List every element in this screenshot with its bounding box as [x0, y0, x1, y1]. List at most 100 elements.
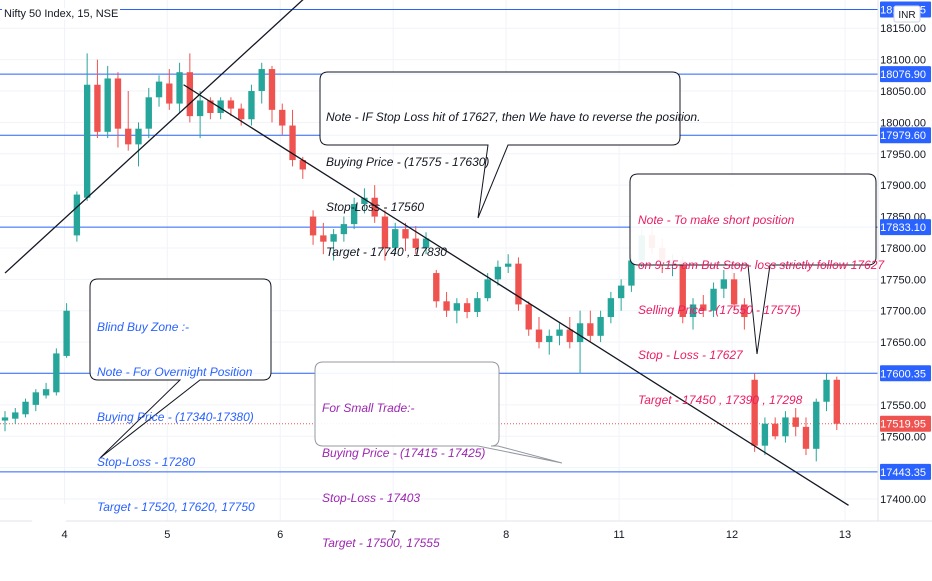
- candle-body: [833, 379, 840, 424]
- candle-body: [525, 304, 532, 330]
- candle-body: [279, 109, 286, 126]
- candle-body: [73, 194, 81, 236]
- candle-body: [422, 238, 430, 248]
- y-tick-label: 18100.00: [880, 55, 926, 67]
- note-line: Note - To make short position: [638, 213, 795, 227]
- level-price-label-bg: [880, 463, 931, 480]
- candle-body: [453, 303, 461, 311]
- note-line: Stop-Loss - 17403: [322, 491, 421, 505]
- candle-body: [515, 263, 522, 305]
- y-tick-label: 17900.00: [880, 180, 926, 192]
- note-reverse-position[interactable]: Note - IF Stop Loss hit of 17627, then W…: [326, 80, 700, 290]
- candle-body: [813, 401, 820, 449]
- candle-body: [238, 108, 245, 120]
- y-tick-label: 17400.00: [880, 494, 926, 506]
- last-price-label: 17519.95: [880, 419, 926, 431]
- candle-body: [299, 160, 306, 170]
- candle-body: [22, 401, 29, 415]
- candle-body: [268, 69, 276, 110]
- y-tick-label: 18150.00: [880, 23, 926, 35]
- callout-box-reverse-position[interactable]: [319, 71, 681, 219]
- candle-body: [730, 279, 738, 305]
- candle-body: [258, 69, 265, 92]
- x-tick-label: 6: [277, 529, 283, 541]
- price-axis-background: [878, 0, 932, 550]
- candle-body: [566, 329, 573, 343]
- candle-body: [576, 323, 584, 343]
- chart-stage[interactable]: 17400.0017450.0017500.0017550.0017600.00…: [0, 0, 932, 550]
- candle-body: [196, 100, 204, 117]
- note-small-trade[interactable]: For Small Trade:- Buying Price - (17415 …: [322, 371, 485, 581]
- time-axis[interactable]: 4 5 6 7 8 11 12 13: [0, 520, 932, 550]
- candle-body: [412, 238, 419, 248]
- candle-body: [689, 304, 697, 317]
- tradingview-logo-icon[interactable]: [28, 503, 70, 523]
- currency-badge-label: INR: [898, 10, 915, 21]
- note-line: Note - For Overnight Position: [97, 365, 253, 379]
- candle-body: [802, 426, 810, 449]
- candle-body: [484, 279, 491, 299]
- candle-body: [289, 125, 296, 161]
- trendlines[interactable]: [4, 0, 849, 506]
- candle-body: [227, 100, 235, 109]
- note-short-position[interactable]: Note - To make short position on 9:15 am…: [638, 183, 884, 438]
- note-line: Target - 17740 , 17830: [326, 245, 447, 259]
- candle-body: [330, 234, 337, 242]
- candle-body: [207, 100, 214, 113]
- candle-body: [433, 273, 440, 302]
- note-blind-buy-zone[interactable]: Blind Buy Zone :- Note - For Overnight P…: [97, 290, 255, 545]
- candle-body: [114, 78, 122, 129]
- candle-body: [53, 353, 60, 393]
- price-chart[interactable]: 17400.0017450.0017500.0017550.0017600.00…: [0, 0, 932, 550]
- candle-body: [166, 83, 173, 104]
- level-price-label: 17979.60: [880, 130, 926, 142]
- y-tick-label: 17550.00: [880, 400, 926, 412]
- note-line: Buying Price - (17575 - 17630): [326, 155, 490, 169]
- x-tick-label: 5: [164, 529, 170, 541]
- trendline[interactable]: [4, 0, 313, 274]
- candle-body: [700, 304, 707, 311]
- callout-shapes[interactable]: [89, 71, 877, 464]
- level-price-label: 17600.35: [880, 368, 926, 380]
- candle-body: [679, 260, 686, 317]
- candle-body: [710, 288, 717, 311]
- y-tick-label: 17800.00: [880, 243, 926, 255]
- note-line: For Small Trade:-: [322, 401, 415, 415]
- time-axis-background: [0, 521, 932, 550]
- candle-body: [823, 379, 830, 402]
- note-line: Buying Price - (17340-17380): [97, 410, 254, 424]
- trendline[interactable]: [183, 84, 849, 506]
- candle-body: [350, 204, 358, 225]
- candle-body: [782, 417, 789, 437]
- candle-body: [392, 229, 399, 248]
- callout-box-small-trade[interactable]: [314, 361, 563, 464]
- callout-box-blind-buy-zone[interactable]: [89, 278, 272, 459]
- x-tick-label: 13: [839, 529, 851, 541]
- candle-body: [320, 235, 327, 242]
- candle-body: [607, 298, 615, 317]
- x-tick-label: 8: [503, 529, 509, 541]
- currency-badge[interactable]: [893, 5, 921, 23]
- candle-body: [1, 417, 9, 421]
- level-price-label: 17443.35: [880, 467, 926, 479]
- x-tick-label: 12: [726, 529, 738, 541]
- note-line: Stop-Loss - 17560: [326, 200, 425, 214]
- candle-body: [145, 97, 152, 129]
- candle-body: [176, 72, 183, 104]
- price-axis[interactable]: 17400.0017450.0017500.0017550.0017600.00…: [877, 0, 932, 550]
- note-line: Target - 17500, 17555: [322, 536, 440, 550]
- y-tick-label: 17500.00: [880, 431, 926, 443]
- candle-body: [771, 423, 779, 437]
- candle-body: [587, 323, 594, 336]
- candle-body: [463, 303, 471, 312]
- candle-body: [135, 128, 142, 145]
- candle-body: [556, 329, 563, 336]
- note-line: Stop - Loss - 17627: [638, 348, 743, 362]
- callout-box-short-position[interactable]: [629, 173, 877, 355]
- level-price-label-bg: [880, 127, 931, 144]
- candle-body: [361, 197, 368, 205]
- level-price-label: 18076.90: [880, 69, 926, 81]
- symbol-title: Nifty 50 Index, 15, NSE: [2, 8, 121, 20]
- y-tick-label: 17750.00: [880, 274, 926, 286]
- candle-body: [63, 310, 70, 356]
